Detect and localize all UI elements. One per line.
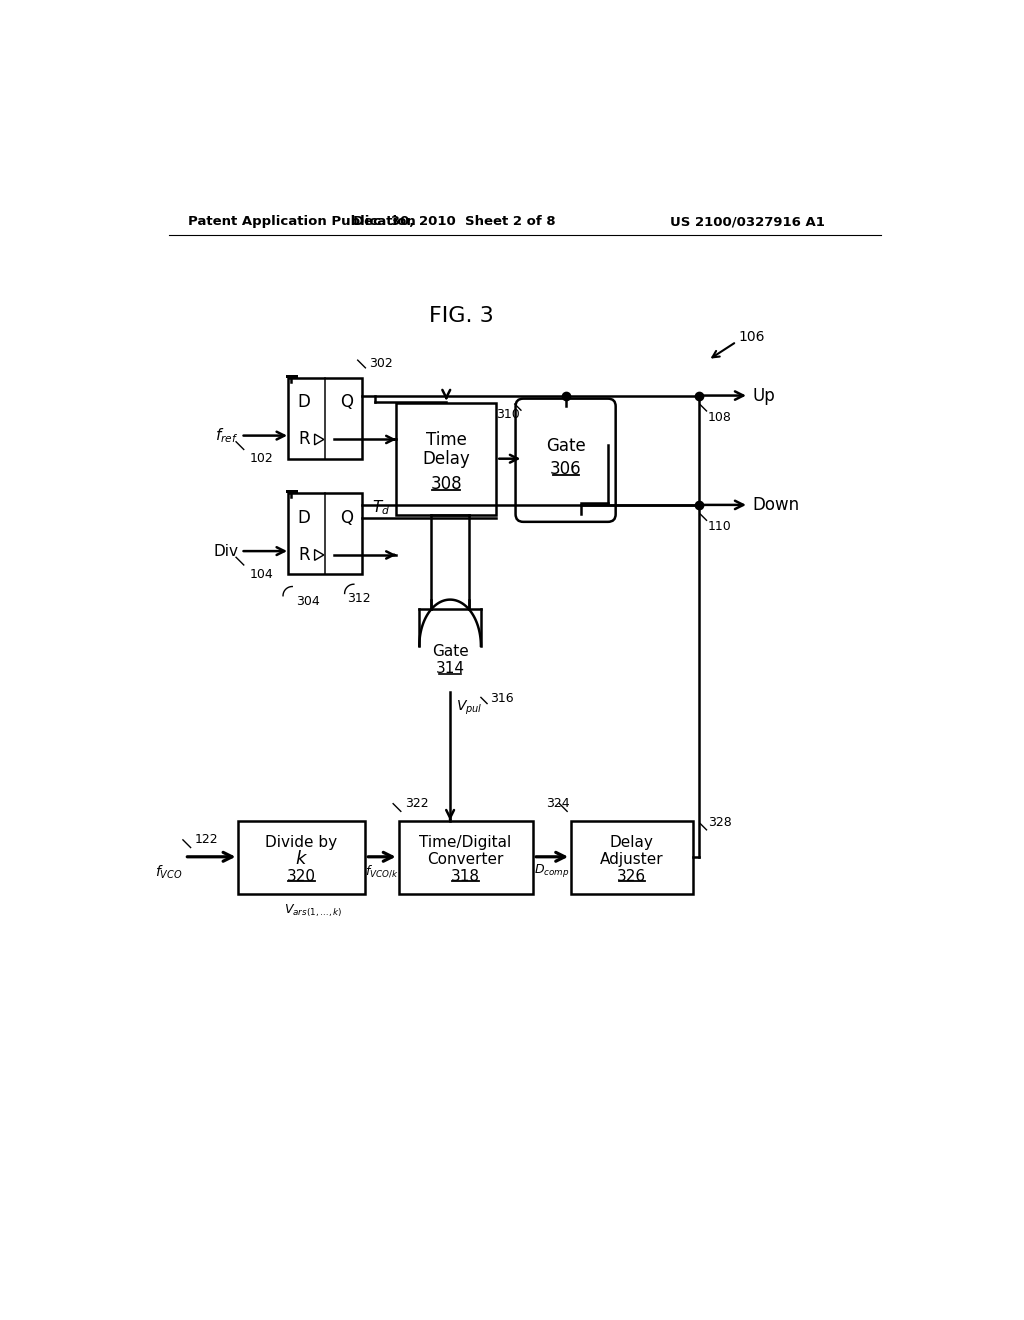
Text: Q: Q: [340, 393, 352, 412]
Text: Converter: Converter: [427, 851, 504, 867]
Text: FIG. 3: FIG. 3: [429, 306, 494, 326]
Bar: [396, 404, 497, 515]
Text: $f_{ref}$: $f_{ref}$: [215, 426, 239, 445]
Text: 110: 110: [708, 520, 732, 533]
Polygon shape: [419, 599, 481, 645]
Text: 312: 312: [347, 593, 371, 606]
Polygon shape: [419, 609, 481, 645]
Text: 108: 108: [708, 411, 732, 424]
Text: 102: 102: [250, 453, 273, 465]
Text: $k$: $k$: [295, 850, 308, 869]
Text: 308: 308: [430, 475, 462, 494]
Text: 122: 122: [195, 833, 218, 846]
Text: 306: 306: [550, 461, 582, 478]
Text: $V_{ars(1,\ldots,k)}$: $V_{ars(1,\ldots,k)}$: [284, 903, 342, 919]
Text: 106: 106: [739, 330, 765, 345]
Text: 314: 314: [435, 661, 465, 676]
Text: $T_d$: $T_d$: [372, 498, 390, 516]
Text: Delay: Delay: [422, 450, 470, 467]
Text: 318: 318: [451, 869, 480, 883]
Text: Gate: Gate: [432, 644, 469, 659]
Text: $f_{VCO}$: $f_{VCO}$: [156, 863, 183, 880]
Text: Time: Time: [426, 432, 467, 449]
Text: Q: Q: [340, 510, 352, 527]
Bar: [239, 821, 366, 894]
Text: D: D: [297, 393, 310, 412]
Bar: [571, 821, 692, 894]
Text: 328: 328: [708, 816, 732, 829]
Bar: [398, 821, 534, 894]
Text: 302: 302: [370, 358, 393, 371]
Text: 320: 320: [287, 869, 316, 883]
Text: R: R: [298, 430, 309, 449]
Text: 326: 326: [617, 869, 646, 883]
Text: R: R: [298, 546, 309, 564]
Text: US 2100/0327916 A1: US 2100/0327916 A1: [670, 215, 824, 228]
Text: Gate: Gate: [546, 437, 586, 455]
Bar: [289, 378, 361, 459]
Text: Delay: Delay: [610, 834, 653, 850]
Text: Patent Application Publication: Patent Application Publication: [188, 215, 416, 228]
Text: Time/Digital: Time/Digital: [420, 834, 512, 850]
Text: Divide by: Divide by: [265, 834, 338, 850]
Text: 316: 316: [490, 692, 514, 705]
Text: 310: 310: [496, 408, 519, 421]
Text: $f_{VCO/k}$: $f_{VCO/k}$: [365, 863, 398, 879]
Text: Down: Down: [753, 496, 800, 513]
Text: D: D: [297, 510, 310, 527]
Text: 104: 104: [250, 568, 273, 581]
Text: 322: 322: [404, 797, 428, 810]
Text: $D_{comp}$: $D_{comp}$: [534, 862, 569, 879]
FancyBboxPatch shape: [515, 399, 615, 521]
Text: 304: 304: [296, 594, 319, 607]
Text: Up: Up: [753, 387, 775, 404]
Text: 324: 324: [546, 797, 569, 810]
Bar: [289, 494, 361, 574]
Text: Div: Div: [213, 544, 239, 558]
Text: Adjuster: Adjuster: [600, 851, 664, 867]
Text: $V_{pul}$: $V_{pul}$: [457, 698, 482, 717]
Text: Dec. 30, 2010  Sheet 2 of 8: Dec. 30, 2010 Sheet 2 of 8: [352, 215, 555, 228]
